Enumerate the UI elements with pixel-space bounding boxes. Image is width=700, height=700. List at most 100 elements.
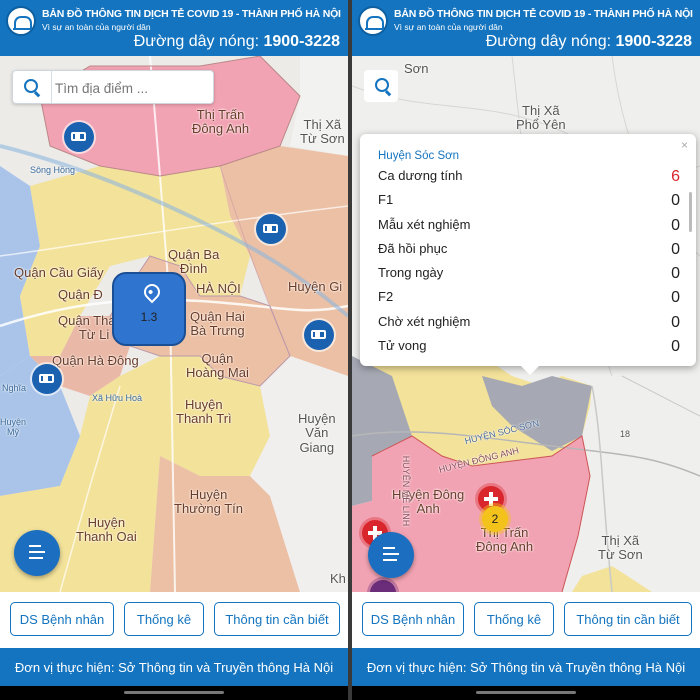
place-label: Huyện Thanh Trì: [176, 397, 232, 427]
stat-label: Ca dương tính: [378, 168, 463, 183]
info-button[interactable]: Thông tin cần biết: [564, 602, 692, 636]
footer: Đơn vị thực hiện: Sở Thông tin và Truyền…: [352, 648, 700, 686]
cluster-label: 1.3: [140, 310, 158, 324]
stat-row-recovered: Đã hồi phục 0: [378, 237, 680, 261]
place-label: Huyện Gi: [288, 279, 343, 294]
hanoi-logo-icon: [6, 6, 36, 36]
statistics-button[interactable]: Thống kê: [474, 602, 554, 636]
place-label: HÀ NỘI: [196, 281, 241, 296]
search-input[interactable]: [53, 77, 207, 99]
place-label: Quận Hai Bà Trưng: [190, 309, 245, 339]
popup-stats-list: Ca dương tính 6 F1 0 Mẫu xét nghiệm 0 Đã hồ…: [378, 164, 680, 358]
stat-value: 0: [671, 265, 680, 283]
commune-label: Nghĩa: [2, 383, 27, 393]
menu-icon: [29, 545, 41, 547]
place-label: Quận Cầu Giấy: [14, 265, 104, 280]
patients-list-button[interactable]: DS Bệnh nhân: [10, 602, 114, 636]
system-nav-bar: [352, 686, 700, 700]
menu-button[interactable]: [368, 532, 414, 578]
place-label: Thị Xã Phổ Yên: [516, 103, 566, 133]
app-title: BẢN ĐỒ THÔNG TIN DỊCH TỄ COVID 19 - THÀN…: [42, 8, 341, 20]
place-label: Huyện Thường Tín: [174, 487, 244, 517]
place-label: Quận Ba Đình: [168, 247, 220, 277]
case-cluster-marker[interactable]: 2: [482, 506, 508, 532]
stat-value: 0: [671, 240, 680, 258]
menu-icon-line: [383, 553, 399, 555]
menu-icon-line: [29, 557, 43, 559]
app-header: BẢN ĐỒ THÔNG TIN DỊCH TỄ COVID 19 - THÀN…: [352, 0, 700, 56]
popup-scrollbar[interactable]: [689, 192, 692, 232]
stat-row-f1: F1 0: [378, 188, 680, 212]
right-screen: BẢN ĐỒ THÔNG TIN DỊCH TỄ COVID 19 - THÀN…: [352, 0, 700, 700]
search-icon: [375, 78, 389, 92]
commune-label: Huyện Mỹ: [0, 417, 27, 437]
map-view[interactable]: Sơn Thị Xã Phổ Yên Huyện Đông Anh Thị Trấn…: [352, 56, 700, 592]
patients-list-button[interactable]: DS Bệnh nhân: [362, 602, 464, 636]
place-label: Quận Hoàng Mai: [186, 351, 249, 381]
search-button[interactable]: [364, 70, 398, 102]
app-title: BẢN ĐỒ THÔNG TIN DỊCH TỄ COVID 19 - THÀN…: [394, 8, 693, 20]
stat-row-positive: Ca dương tính 6: [378, 164, 680, 188]
commune-label: Xã Hữu Hoà: [92, 393, 143, 403]
place-label: Sơn: [404, 61, 429, 76]
search-button[interactable]: [13, 71, 52, 103]
stat-row-today: Trong ngày 0: [378, 261, 680, 285]
hotline[interactable]: Đường dây nóng: 1900-3228: [486, 33, 692, 51]
hospital-marker-icon[interactable]: [64, 122, 94, 152]
hospital-marker-icon[interactable]: [256, 214, 286, 244]
stat-label: Trong ngày: [378, 265, 444, 281]
cluster-marker-icon[interactable]: [370, 580, 396, 592]
place-label: Quận Hà Đông: [52, 353, 139, 368]
stat-value: 0: [671, 289, 680, 307]
search-box: [12, 70, 214, 104]
info-button[interactable]: Thông tin cần biết: [214, 602, 340, 636]
footer: Đơn vị thực hiện: Sở Thông tin và Truyền…: [0, 648, 348, 686]
stat-label: Chờ xét nghiệm: [378, 313, 471, 329]
system-nav-bar: [0, 686, 348, 700]
stat-value: 0: [671, 192, 680, 210]
menu-icon: [383, 547, 395, 549]
home-indicator[interactable]: [124, 691, 224, 694]
bottom-actions: DS Bệnh nhân Thống kê Thông tin cần biết: [352, 592, 700, 648]
stat-row-pending: Chờ xét nghiệm 0: [378, 310, 680, 334]
hotline-number[interactable]: 1900-3228: [263, 33, 340, 50]
hospital-marker-icon[interactable]: [32, 364, 62, 394]
district-label: HUYỆN MÊ LINH: [401, 455, 412, 527]
stat-value: 0: [671, 216, 680, 234]
left-screen: BẢN ĐỒ THÔNG TIN DỊCH TỄ COVID 19 - THÀN…: [0, 0, 348, 700]
place-label: Thị Xã Từ Sơn: [598, 533, 643, 563]
hotline-label: Đường dây nóng:: [485, 33, 612, 50]
stat-value: 0: [671, 313, 680, 331]
place-label: Thị Xã Từ Sơn: [300, 117, 345, 147]
stat-row-f2: F2 0: [378, 285, 680, 309]
hanoi-logo-icon: [358, 6, 388, 36]
place-label: Huyện Đông Anh: [392, 487, 465, 517]
selected-area-cluster[interactable]: 1.3: [112, 272, 186, 346]
close-icon[interactable]: ×: [680, 138, 688, 152]
district-info-popup: Huyện Sóc Sơn × Ca dương tính 6 F1 0 Mẫu x…: [360, 134, 696, 375]
place-label: Kh: [330, 571, 346, 586]
stat-label: Mẫu xét nghiệm: [378, 216, 471, 232]
road-label: 18: [620, 429, 631, 439]
stat-label: F2: [378, 289, 394, 305]
place-label: Thị Trấn Đông Anh: [476, 525, 534, 555]
menu-button[interactable]: [14, 530, 60, 576]
hotline-number[interactable]: 1900-3228: [615, 33, 692, 50]
hotline[interactable]: Đường dây nóng: 1900-3228: [134, 33, 340, 51]
stat-row-samples: Mẫu xét nghiệm 0: [378, 213, 680, 237]
menu-icon-line: [383, 559, 397, 561]
home-indicator[interactable]: [476, 691, 576, 694]
statistics-button[interactable]: Thống kê: [124, 602, 204, 636]
popup-title: Huyện Sóc Sơn: [378, 150, 460, 162]
hotline-label: Đường dây nóng:: [133, 33, 260, 50]
stat-label: Tử vong: [378, 338, 427, 354]
app-header: BẢN ĐỒ THÔNG TIN DỊCH TỄ COVID 19 - THÀN…: [0, 0, 348, 56]
stat-value: 6: [671, 168, 680, 185]
hospital-marker-icon[interactable]: [304, 320, 334, 350]
place-label: Thị Trấn Đông Anh: [192, 107, 250, 137]
map-view[interactable]: Thị Trấn Đông Anh Thị Xã Từ Sơn Quận Ba Đìn…: [0, 56, 348, 592]
menu-icon-line: [29, 551, 45, 553]
stat-label: Đã hồi phục: [378, 240, 448, 256]
stat-label: F1: [378, 192, 394, 208]
river-label: Sông Hồng: [30, 165, 76, 175]
